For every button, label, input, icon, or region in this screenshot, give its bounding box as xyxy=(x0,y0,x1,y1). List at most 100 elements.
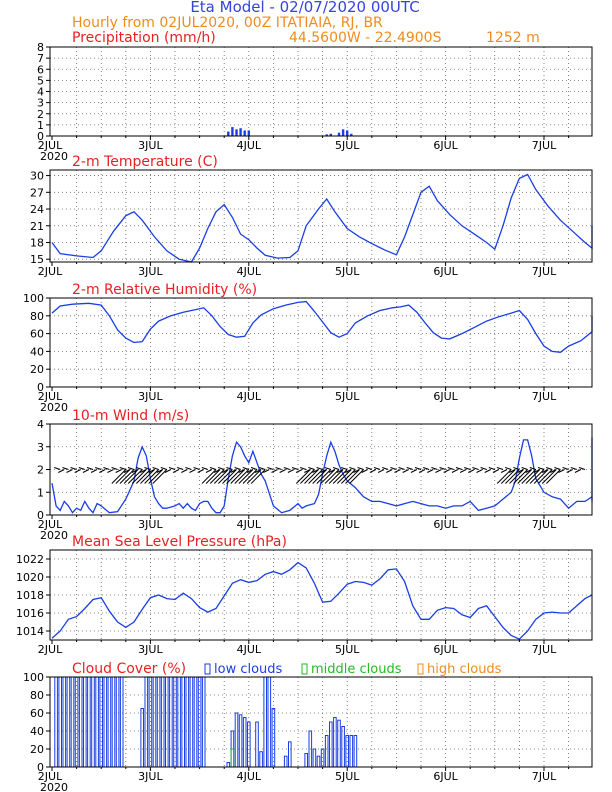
wind-barb xyxy=(189,469,196,473)
wind-barb xyxy=(119,467,126,470)
low-cloud-bar xyxy=(189,676,194,768)
y-tick-label: 80 xyxy=(30,689,44,702)
location-coordinates: 44.5600W - 22.4900S xyxy=(289,30,442,46)
wind-barb xyxy=(459,469,467,473)
wind-barb xyxy=(123,469,139,484)
wind-barb xyxy=(533,469,549,484)
wind-barb xyxy=(472,467,479,470)
chart-title: Eta Model - 02/07/2020 00UTC xyxy=(190,0,419,16)
panel-0 xyxy=(46,46,593,140)
x-tick-label: 5JUL xyxy=(335,265,360,278)
low-cloud-bar xyxy=(288,741,292,768)
x-tick-label: 5JUL xyxy=(335,518,360,531)
wind-barb xyxy=(312,469,328,484)
wind-barb xyxy=(566,469,573,473)
low-cloud-bar xyxy=(324,735,329,768)
panel-frame xyxy=(49,676,593,768)
wind-barb xyxy=(181,469,188,473)
x-tick-label: 6JUL xyxy=(433,139,458,152)
wind-barb xyxy=(492,469,500,473)
x-tick-label: 3JUL xyxy=(138,139,163,152)
low-cloud-bar xyxy=(337,719,341,768)
x-tick-label: 2JUL xyxy=(38,265,63,278)
y-tick-label: 1020 xyxy=(16,571,44,584)
low-cloud-bar xyxy=(78,676,83,768)
wind-barb xyxy=(406,467,413,470)
y-tick-label: 80 xyxy=(30,310,44,323)
x-tick-label: 6JUL xyxy=(433,643,458,656)
y-tick-label: 1018 xyxy=(16,589,44,602)
wind-barb xyxy=(119,469,135,484)
wind-barb xyxy=(521,469,537,484)
panel-5 xyxy=(46,663,593,771)
wind-barb xyxy=(423,467,430,470)
wind-barb xyxy=(451,469,459,473)
precip-bar xyxy=(325,134,328,136)
wind-barb xyxy=(271,469,278,473)
wind-barb xyxy=(578,467,586,470)
wind-barb xyxy=(386,469,393,473)
wind-barb xyxy=(324,469,340,484)
wind-barb xyxy=(168,467,176,470)
wind-barb xyxy=(99,469,106,473)
wind-barb xyxy=(541,469,557,484)
wind-barb xyxy=(275,467,282,470)
wind-barb xyxy=(480,467,487,470)
wind-barb xyxy=(197,469,204,473)
wind-barb xyxy=(427,469,434,473)
wind-barb xyxy=(537,467,545,470)
wind-barb xyxy=(316,469,332,484)
wind-barb xyxy=(234,467,241,470)
x-tick-label: 2JUL xyxy=(38,643,63,656)
x-tick-label: 7JUL xyxy=(532,390,557,403)
y-tick-label: 60 xyxy=(30,707,44,720)
station-elevation: 1252 m xyxy=(486,30,540,46)
y-tick-label: 1022 xyxy=(16,553,44,566)
low-cloud-bar xyxy=(169,676,173,768)
wind-barb xyxy=(127,467,135,470)
wind-barb xyxy=(558,469,565,473)
x-tick-label: 2JUL xyxy=(38,518,63,531)
wind-barb xyxy=(259,467,266,470)
wind-barb xyxy=(349,467,356,470)
wind-barb xyxy=(447,467,454,470)
low-cloud-bar xyxy=(66,676,71,768)
y-tick-label: 40 xyxy=(30,345,44,358)
low-cloud-bar xyxy=(185,676,190,768)
y-tick-label: 0 xyxy=(37,381,44,394)
wind-barb xyxy=(185,467,192,470)
x-tick-label: 2JUL xyxy=(38,139,63,152)
y-tick-label: 2 xyxy=(37,108,44,121)
wind-barb xyxy=(246,469,262,484)
panel-title: 2-m Temperature (C) xyxy=(72,154,218,170)
x-tick-label: 6JUL xyxy=(433,770,458,783)
wind-barb xyxy=(468,469,475,473)
wind-barb xyxy=(242,469,258,484)
panel-title: Mean Sea Level Pressure (hPa) xyxy=(72,534,287,550)
wind-barb xyxy=(58,469,65,473)
x-tick-label: 7JUL xyxy=(532,643,557,656)
wind-barb xyxy=(361,469,368,473)
wind-barb xyxy=(300,467,307,470)
wind-barb xyxy=(90,469,98,473)
x-tick-label: 7JUL xyxy=(532,265,557,278)
wind-barb xyxy=(160,467,167,470)
x-tick-label: 4JUL xyxy=(237,139,262,152)
low-cloud-bar xyxy=(226,762,231,768)
wind-barb xyxy=(336,469,352,484)
wind-barb xyxy=(402,469,409,473)
wind-barb xyxy=(172,469,180,473)
y-tick-label: 21 xyxy=(30,220,44,233)
wind-barb xyxy=(300,469,315,484)
x-tick-label: 2JUL xyxy=(38,770,63,783)
y-tick-label: 8 xyxy=(37,41,44,54)
wind-barb xyxy=(410,469,418,473)
wind-barb xyxy=(505,467,512,470)
x-tick-label: 4JUL xyxy=(237,390,262,403)
wind-barb xyxy=(78,467,85,470)
y-tick-label: 5 xyxy=(37,74,44,87)
wind-barb xyxy=(304,469,319,484)
wind-barb xyxy=(320,469,336,484)
low-cloud-bar xyxy=(83,676,87,768)
wind-barb xyxy=(131,469,147,484)
